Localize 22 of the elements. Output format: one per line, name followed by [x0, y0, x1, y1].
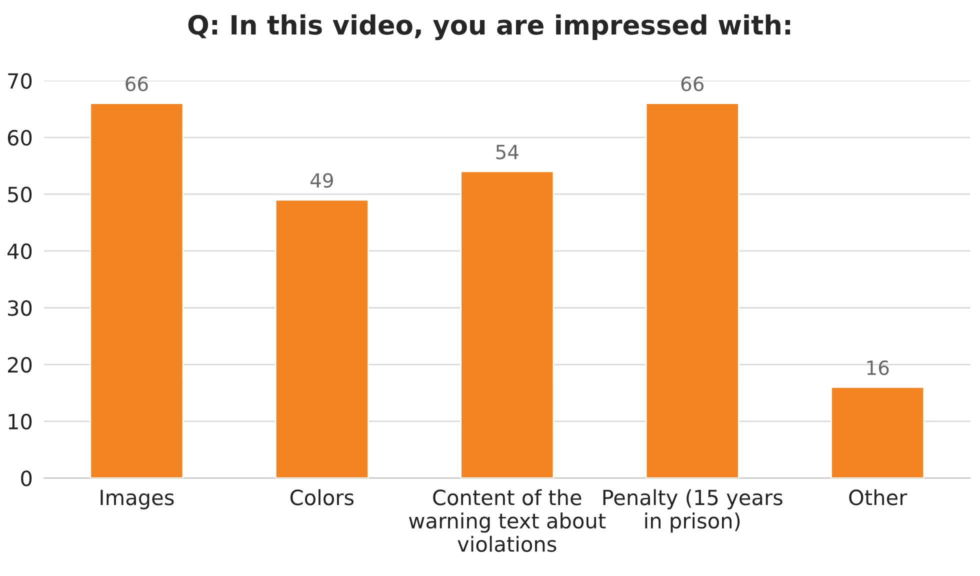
bar: [830, 386, 925, 478]
data-label: 16: [867, 360, 889, 376]
chart-title: Q: In this video, you are impressed with:: [188, 14, 790, 40]
x-tick-label: Colors: [290, 489, 354, 506]
data-label: 66: [126, 76, 148, 92]
data-label: 49: [310, 173, 333, 188]
y-tick-label: 70: [8, 73, 32, 89]
bar: [274, 199, 369, 478]
y-tick-label: 50: [8, 186, 32, 202]
bar: [460, 170, 554, 478]
y-tick-label: 20: [8, 356, 32, 373]
y-tick-label: 40: [7, 243, 32, 260]
x-tick-label: Images: [100, 490, 174, 510]
y-tick-label: 0: [21, 470, 32, 486]
bar: [645, 102, 740, 478]
y-tick-label: 30: [8, 300, 32, 316]
x-tick-label: Other: [849, 489, 908, 506]
y-tick-label: 10: [8, 414, 32, 430]
data-label: 66: [681, 76, 704, 92]
y-tick-label: 60: [8, 130, 32, 146]
bar: [90, 102, 184, 478]
data-label: 54: [496, 144, 518, 160]
